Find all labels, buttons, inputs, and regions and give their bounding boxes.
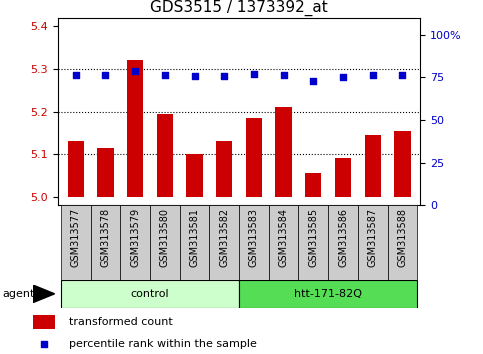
Point — [101, 73, 109, 78]
Text: GSM313585: GSM313585 — [308, 207, 318, 267]
Point — [131, 68, 139, 74]
Bar — [150, 205, 180, 280]
Bar — [33, 315, 55, 329]
Point — [72, 73, 80, 78]
Bar — [239, 280, 417, 308]
Bar — [275, 107, 292, 197]
Bar — [68, 141, 84, 197]
Text: GSM313577: GSM313577 — [71, 207, 81, 267]
Bar — [328, 205, 358, 280]
Text: GSM313581: GSM313581 — [189, 207, 199, 267]
Text: GSM313582: GSM313582 — [219, 207, 229, 267]
Point — [310, 78, 317, 84]
Text: GSM313578: GSM313578 — [100, 207, 111, 267]
Text: htt-171-82Q: htt-171-82Q — [294, 289, 362, 299]
Point — [369, 73, 377, 78]
Polygon shape — [33, 285, 55, 303]
Bar — [156, 114, 173, 197]
Point — [398, 73, 406, 78]
Title: GDS3515 / 1373392_at: GDS3515 / 1373392_at — [150, 0, 328, 16]
Text: GSM313579: GSM313579 — [130, 207, 140, 267]
Bar — [180, 205, 210, 280]
Point — [161, 73, 169, 78]
Bar — [387, 205, 417, 280]
Bar — [239, 205, 269, 280]
Bar — [305, 173, 322, 197]
Bar — [61, 205, 91, 280]
Text: GSM313584: GSM313584 — [279, 207, 289, 267]
Text: control: control — [131, 289, 170, 299]
Point — [339, 74, 347, 80]
Bar — [365, 135, 381, 197]
Point — [280, 73, 287, 78]
Text: GSM313580: GSM313580 — [160, 207, 170, 267]
Text: transformed count: transformed count — [69, 317, 172, 327]
Bar — [394, 131, 411, 197]
Bar — [91, 205, 120, 280]
Bar — [246, 118, 262, 197]
Point — [191, 73, 199, 79]
Bar — [358, 205, 387, 280]
Bar — [210, 205, 239, 280]
Text: GSM313588: GSM313588 — [398, 207, 407, 267]
Point — [40, 341, 48, 347]
Bar — [186, 154, 203, 197]
Bar — [61, 280, 239, 308]
Bar — [269, 205, 298, 280]
Bar — [335, 159, 351, 197]
Bar — [127, 60, 143, 197]
Text: agent: agent — [2, 289, 35, 299]
Bar — [120, 205, 150, 280]
Text: percentile rank within the sample: percentile rank within the sample — [69, 339, 256, 349]
Text: GSM313583: GSM313583 — [249, 207, 259, 267]
Text: GSM313586: GSM313586 — [338, 207, 348, 267]
Bar — [298, 205, 328, 280]
Point — [220, 73, 228, 79]
Bar — [216, 141, 232, 197]
Bar — [97, 148, 114, 197]
Point — [250, 72, 258, 77]
Text: GSM313587: GSM313587 — [368, 207, 378, 267]
